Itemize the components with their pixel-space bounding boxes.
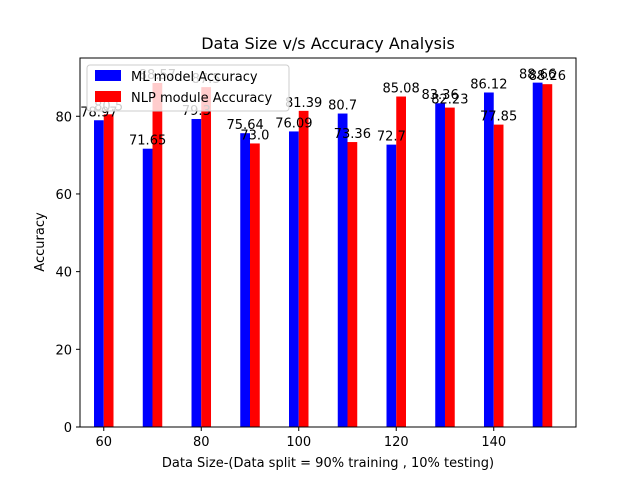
legend-label-ml: ML model Accuracy <box>131 70 258 85</box>
y-tick-label-80: 80 <box>55 110 72 125</box>
legend: ML model Accuracy NLP module Accuracy <box>86 64 290 112</box>
bar-ml-140 <box>483 92 494 428</box>
data-label-ml-70: 71.65 <box>129 134 166 149</box>
x-tick-label-60: 60 <box>95 435 112 450</box>
data-label-ml-120: 72.7 <box>377 130 406 145</box>
x-axis-title: Data Size-(Data split = 90% training , 1… <box>162 456 494 471</box>
x-axis-ticks: 60 80 100 120 140 <box>95 427 506 450</box>
bar-nlp-120 <box>396 96 406 427</box>
bar-ml-150 <box>532 82 543 427</box>
data-label-ml-140: 86.12 <box>470 77 507 92</box>
bar-ml-110 <box>337 113 348 427</box>
axes-frame <box>79 57 577 428</box>
bar-nlp-70 <box>152 82 163 427</box>
bar-nlp-60 <box>103 114 114 427</box>
legend-label-nlp: NLP module Accuracy <box>131 91 272 106</box>
x-tick-label-80: 80 <box>193 435 210 450</box>
y-axis-ticks: 0 20 40 60 80 <box>55 110 80 436</box>
bar-ml-80 <box>191 118 202 427</box>
data-label-nlp-140: 77.85 <box>480 110 517 125</box>
data-label-ml-130: 83.36 <box>422 88 459 103</box>
y-tick-label-0: 0 <box>64 421 72 436</box>
bar-ml-90 <box>240 133 251 427</box>
bar-nlp-90 <box>250 143 260 427</box>
bars <box>94 82 553 428</box>
data-label-nlp-110: 73.36 <box>334 127 371 142</box>
data-label-ml-150: 88.66 <box>519 68 556 83</box>
bar-ml-100 <box>289 131 299 427</box>
legend-swatch-ml <box>95 70 121 81</box>
bar-ml-70 <box>142 148 153 427</box>
bar-ml-130 <box>435 103 445 428</box>
bar-nlp-140 <box>493 124 504 428</box>
data-label-nlp-100: 81.39 <box>285 96 322 111</box>
chart-title: Data Size v/s Accuracy Analysis <box>201 34 455 53</box>
data-label-nlp-130: 82.23 <box>431 93 468 108</box>
y-axis-title: Accuracy <box>33 212 48 272</box>
legend-swatch-nlp <box>95 91 121 102</box>
data-label-ml-110: 80.7 <box>328 99 357 114</box>
bar-nlp-110 <box>347 142 358 428</box>
x-tick-label-120: 120 <box>384 435 409 450</box>
data-label-nlp-150: 88.26 <box>529 69 566 84</box>
bar-nlp-100 <box>298 110 309 428</box>
data-label-ml-100: 76.09 <box>275 116 312 131</box>
bar-nlp-80 <box>201 87 212 427</box>
legend-box <box>86 64 290 112</box>
y-tick-label-60: 60 <box>55 188 72 203</box>
data-label-nlp-120: 85.08 <box>383 82 420 97</box>
bar-ml-60 <box>94 120 104 427</box>
data-label-ml-90: 75.64 <box>227 118 264 133</box>
bar-ml-120 <box>386 144 397 427</box>
y-tick-label-20: 20 <box>55 343 72 358</box>
y-tick-label-40: 40 <box>55 266 72 281</box>
bar-nlp-150 <box>542 84 553 428</box>
x-tick-label-100: 100 <box>286 435 311 450</box>
bar-nlp-130 <box>444 107 455 427</box>
data-label-nlp-90: 73.0 <box>240 128 269 143</box>
x-tick-label-140: 140 <box>481 435 506 450</box>
